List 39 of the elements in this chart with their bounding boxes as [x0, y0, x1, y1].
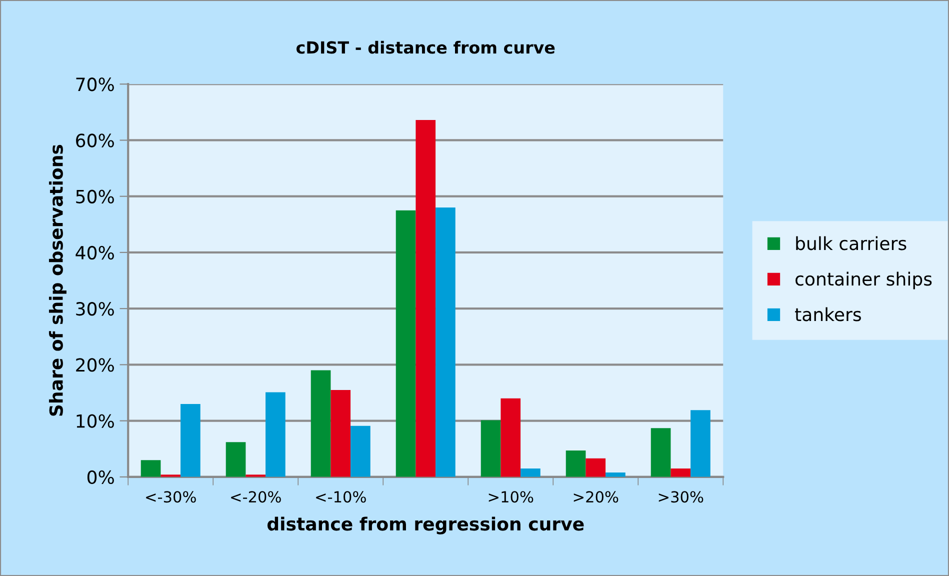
y-axis-title: Share of ship observations: [48, 144, 66, 416]
bar: [500, 398, 521, 477]
bar: [266, 392, 286, 477]
x-tick-label: >10%: [488, 491, 534, 503]
y-tick-label: 40%: [76, 246, 114, 260]
bar: [586, 458, 606, 477]
bar: [566, 450, 586, 477]
legend-label: bulk carriers: [796, 236, 906, 250]
bar: [520, 468, 540, 477]
bar: [416, 120, 436, 477]
y-tick-label: 60%: [76, 134, 114, 148]
y-tick-label: 0%: [87, 470, 114, 484]
y-tick-label: 70%: [76, 78, 114, 92]
y-tick-label: 30%: [76, 302, 114, 316]
y-tick-label: 20%: [76, 358, 114, 372]
x-tick-label: >30%: [658, 491, 704, 503]
x-tick-label: >20%: [574, 491, 618, 503]
bar: [670, 468, 691, 477]
bar: [480, 420, 501, 477]
x-axis-title: distance from regression curve: [267, 516, 584, 534]
bar: [396, 210, 416, 477]
legend-label: tankers: [795, 307, 861, 322]
bar: [606, 472, 626, 477]
bar: [180, 404, 200, 477]
bar: [226, 442, 246, 477]
bar: [140, 460, 161, 477]
bar: [350, 426, 370, 477]
x-tick-label: <-20%: [231, 491, 281, 503]
y-tick-label: 50%: [76, 190, 114, 204]
bar: [436, 208, 456, 477]
legend-label: container ships: [796, 272, 932, 290]
bar: [650, 428, 671, 477]
chart-title: cDIST - distance from curve: [296, 40, 555, 54]
y-tick-label: 10%: [76, 414, 114, 428]
x-tick-label: <-10%: [316, 491, 366, 503]
bar: [310, 370, 331, 477]
bar: [330, 390, 351, 477]
x-tick-label: <-30%: [146, 491, 196, 503]
bar: [690, 410, 710, 477]
